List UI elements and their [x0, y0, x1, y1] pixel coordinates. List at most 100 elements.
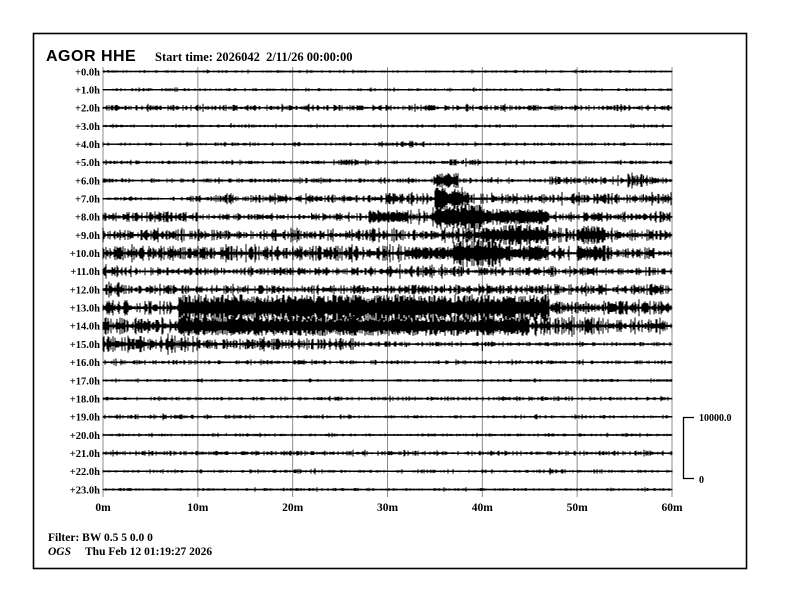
hour-label: +8.0h [75, 213, 100, 224]
trace-row [102, 395, 673, 402]
trace-waveform [102, 449, 673, 457]
trace-spikes [121, 284, 626, 293]
amplitude-scale-bracket [682, 416, 694, 480]
trace-waveform [102, 281, 673, 298]
trace-waveform [102, 87, 673, 92]
trace-waveform [102, 264, 673, 279]
minute-labels: 0m 10m 20m 30m 40m 50m 60m [95, 502, 683, 514]
trace-spikes [230, 123, 531, 128]
hour-label: +12.0h [70, 285, 100, 296]
trace-spikes [349, 159, 626, 164]
trace-spikes [434, 397, 559, 400]
minute-tick-label: 50m [567, 502, 589, 514]
hour-label: +13.0h [70, 304, 100, 315]
trace-spikes [149, 341, 550, 352]
timestamp-label: Thu Feb 12 01:19:27 2026 [85, 546, 212, 558]
minute-tick-label: 40m [472, 502, 494, 514]
trace-waveform [102, 432, 673, 438]
trace-spikes [121, 175, 645, 184]
minute-gridlines [102, 67, 673, 497]
agency-label: OGS [48, 546, 71, 558]
trace-row [102, 413, 673, 421]
trace-spikes [339, 360, 550, 364]
hour-label: +19.0h [70, 413, 100, 424]
trace-row [102, 432, 673, 438]
trace-row [102, 224, 673, 246]
hour-label: +23.0h [70, 485, 100, 496]
trace-waveform [102, 204, 673, 230]
hour-label: +22.0h [70, 467, 100, 478]
trace-spikes [197, 379, 531, 382]
hour-label: +11.0h [70, 267, 100, 278]
trace-waveform [102, 172, 673, 189]
hour-label: +6.0h [75, 176, 100, 187]
hour-label: +10.0h [70, 249, 100, 260]
trace-spikes [225, 227, 588, 240]
trace-row [102, 103, 673, 112]
hour-label: +21.0h [70, 449, 100, 460]
trace-spikes [394, 192, 645, 202]
hour-label: +15.0h [70, 340, 100, 351]
trace-waveform [102, 140, 673, 148]
minute-tick-label: 10m [187, 502, 209, 514]
trace-waveform [102, 413, 673, 421]
trace-spikes [107, 70, 417, 73]
trace-row [102, 264, 673, 279]
trace-row [102, 187, 673, 211]
trace-area [102, 69, 673, 492]
hour-label: +4.0h [75, 140, 100, 151]
hour-label: +16.0h [70, 358, 100, 369]
minute-tick-label: 0m [95, 502, 111, 514]
trace-waveform [102, 378, 673, 383]
scale-min-label: 0 [699, 475, 704, 486]
trace-row [102, 449, 673, 457]
trace-row [102, 87, 673, 92]
trace-row [102, 487, 673, 492]
trace-row [102, 158, 673, 167]
trace-row [102, 69, 673, 74]
hour-label: +14.0h [70, 322, 100, 333]
station-channel-title: AGOR HHE [46, 48, 136, 65]
minute-tick-label: 20m [282, 502, 304, 514]
hour-labels: +0.0h +1.0h +2.0h +3.0h +4.0h +5.0h +6.0h +7.0h… [70, 67, 100, 496]
trace-waveform [102, 123, 673, 129]
hour-label: +18.0h [70, 394, 100, 405]
minute-tick-label: 60m [661, 502, 683, 514]
start-time-label: Start time: 2026042 2/11/26 00:00:00 [155, 50, 353, 64]
trace-row [102, 294, 673, 322]
trace-spikes [225, 433, 635, 436]
trace-row [102, 333, 673, 355]
trace-spikes [311, 209, 626, 221]
trace-spikes [149, 245, 654, 258]
trace-waveform [102, 187, 673, 211]
trace-row [102, 123, 673, 129]
trace-spikes [386, 316, 502, 331]
hour-label: +3.0h [75, 122, 100, 133]
trace-row [102, 378, 673, 383]
trace-row [102, 239, 673, 268]
hour-label: +0.0h [75, 67, 100, 78]
trace-row [102, 281, 673, 298]
hour-label: +5.0h [75, 158, 100, 169]
hour-label: +7.0h [75, 195, 100, 206]
scale-max-label: 10000.0 [699, 413, 732, 424]
trace-spikes [111, 267, 597, 274]
trace-waveform [102, 224, 673, 246]
trace-spikes [197, 488, 626, 491]
trace-row [102, 467, 673, 475]
trace-waveform [102, 358, 673, 367]
hour-label: +1.0h [75, 86, 100, 97]
trace-row [102, 358, 673, 367]
filter-label: Filter: BW 0.5 5 0.0 0 [48, 532, 153, 544]
trace-row [102, 140, 673, 148]
trace-spikes [263, 415, 483, 418]
trace-waveform [102, 333, 673, 355]
trace-waveform [102, 395, 673, 402]
trace-row [102, 172, 673, 189]
trace-waveform [102, 158, 673, 167]
trace-spikes [225, 142, 635, 146]
minute-tick-label: 30m [377, 502, 399, 514]
trace-waveform [102, 294, 673, 322]
trace-waveform [102, 487, 673, 492]
